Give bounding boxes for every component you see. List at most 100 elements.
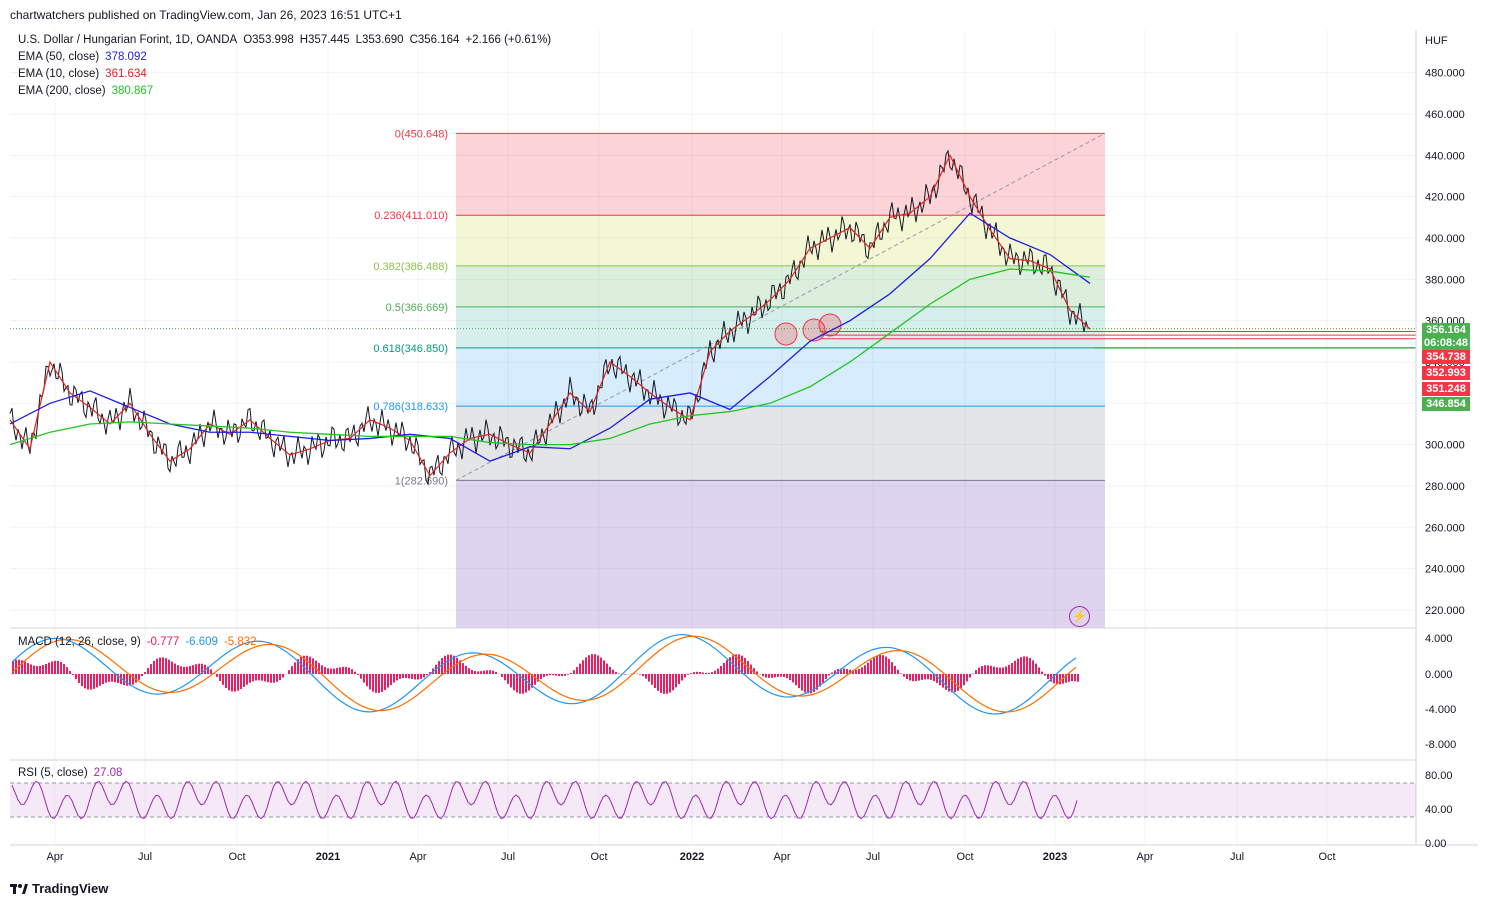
macd-hist-bar	[105, 674, 107, 683]
macd-hist-bar	[591, 654, 593, 674]
macd-hist-bar	[351, 669, 353, 674]
macd-hist-bar	[72, 674, 74, 675]
macd-hist-bar	[387, 674, 389, 688]
macd-hist-bar	[183, 666, 185, 674]
macd-hist-bar	[315, 660, 317, 674]
macd-hist-bar	[804, 674, 806, 693]
macd-hist-bar	[540, 674, 542, 680]
macd-hist-bar	[162, 657, 164, 674]
macd-hist-bar	[165, 658, 167, 674]
rsi-line	[11, 780, 1078, 820]
x-tick-label: Oct	[1318, 851, 1335, 863]
macd-hist-bar	[1011, 662, 1013, 674]
macd-hist-bar	[402, 674, 404, 679]
macd-hist-bar	[501, 674, 503, 677]
macd-hist-bar	[243, 674, 245, 687]
macd-hist-bar	[39, 665, 41, 674]
x-tick-label: Jul	[1230, 851, 1244, 863]
macd-hist-bar	[24, 661, 26, 674]
macd-hist-bar	[696, 671, 698, 674]
macd-hist-bar	[579, 663, 581, 674]
macd-hist-bar	[960, 674, 962, 689]
macd-hist-bar	[138, 674, 140, 680]
y-tick-label: 260.000	[1425, 522, 1465, 534]
macd-hist-bar	[879, 655, 881, 674]
macd-hist-bar	[966, 674, 968, 682]
macd-hist-bar	[321, 665, 323, 674]
macd-hist-bar	[12, 660, 14, 674]
macd-hist-bar	[570, 672, 572, 674]
macd-hist-bar	[75, 674, 77, 680]
macd-hist-bar	[687, 674, 689, 675]
macd-hist-bar	[78, 674, 80, 683]
macd-hist-bar	[1029, 657, 1031, 674]
macd-hist-bar	[609, 666, 611, 674]
macd-hist-bar	[996, 667, 998, 674]
macd-hist-bar	[981, 665, 983, 674]
macd-hist-bar	[816, 674, 818, 690]
rsi-tick-label: 40.00	[1425, 804, 1453, 816]
macd-hist-bar	[1038, 667, 1040, 674]
macd-hist-bar	[135, 674, 137, 683]
macd-hist-bar	[795, 674, 797, 686]
macd-hist-bar	[828, 674, 830, 676]
x-tick-label: Apr	[1136, 851, 1153, 863]
macd-hist-bar	[411, 674, 413, 679]
macd-hist-bar	[405, 674, 407, 679]
lightning-icon[interactable]: ⚡	[1069, 606, 1090, 627]
macd-hist-bar	[573, 670, 575, 674]
macd-hist-bar	[681, 674, 683, 681]
macd-hist-bar	[51, 661, 53, 674]
macd-hist-bar	[774, 674, 776, 678]
macd-hist-bar	[507, 674, 509, 684]
y-tick-label: 440.000	[1425, 150, 1465, 162]
macd-hist-bar	[90, 674, 92, 690]
macd-hist-bar	[882, 655, 884, 674]
macd-hist-bar	[516, 674, 518, 693]
macd-hist-bar	[654, 674, 656, 688]
macd-hist-bar	[834, 670, 836, 674]
macd-hist-bar	[585, 657, 587, 674]
macd-hist-bar	[603, 660, 605, 674]
macd-hist-bar	[918, 674, 920, 681]
macd-hist-bar	[450, 654, 452, 674]
macd-hist-bar	[975, 670, 977, 674]
rsi-legend: RSI (5, close) 27.08	[18, 767, 128, 779]
macd-hist-bar	[270, 674, 272, 683]
macd-hist-bar	[447, 654, 449, 674]
macd-hist-bar	[384, 674, 386, 691]
macd-hist-bar	[930, 674, 932, 680]
macd-hist-bar	[588, 655, 590, 674]
macd-hist-bar	[414, 674, 416, 680]
macd-hist-bar	[858, 668, 860, 674]
macd-hist-bar	[1074, 674, 1076, 682]
macd-hist-bar	[132, 674, 134, 685]
macd-hist-bar	[846, 669, 848, 674]
macd-hist-bar	[822, 674, 824, 683]
y-tick-label: 280.000	[1425, 481, 1465, 493]
x-tick-label: Apr	[46, 851, 63, 863]
macd-hist-bar	[513, 674, 515, 691]
x-tick-label: Oct	[590, 851, 607, 863]
macd-hist-bar	[531, 674, 533, 688]
macd-hist-bar	[471, 669, 473, 674]
macd-hist-bar	[111, 674, 113, 682]
macd-hist-bar	[984, 665, 986, 674]
symbol-legend: U.S. Dollar / Hungarian Forint, 1D, OAND…	[18, 34, 557, 46]
price-series-line	[9, 149, 1091, 486]
macd-hist-bar	[204, 664, 206, 674]
fib-zone	[456, 306, 1105, 348]
macd-hist-bar	[723, 662, 725, 674]
price-tag-level-1: 354.738	[1422, 350, 1470, 364]
macd-hist-bar	[867, 662, 869, 674]
macd-hist-bar	[546, 674, 548, 676]
macd-hist-bar	[645, 674, 647, 679]
macd-hist-bar	[924, 674, 926, 680]
fib-zone	[456, 347, 1105, 407]
y-tick-label: 240.000	[1425, 564, 1465, 576]
macd-hist-bar	[1002, 667, 1004, 674]
open-value: O353.998	[243, 34, 294, 46]
macd-hist-bar	[174, 663, 176, 674]
macd-hist-bar	[771, 674, 773, 678]
